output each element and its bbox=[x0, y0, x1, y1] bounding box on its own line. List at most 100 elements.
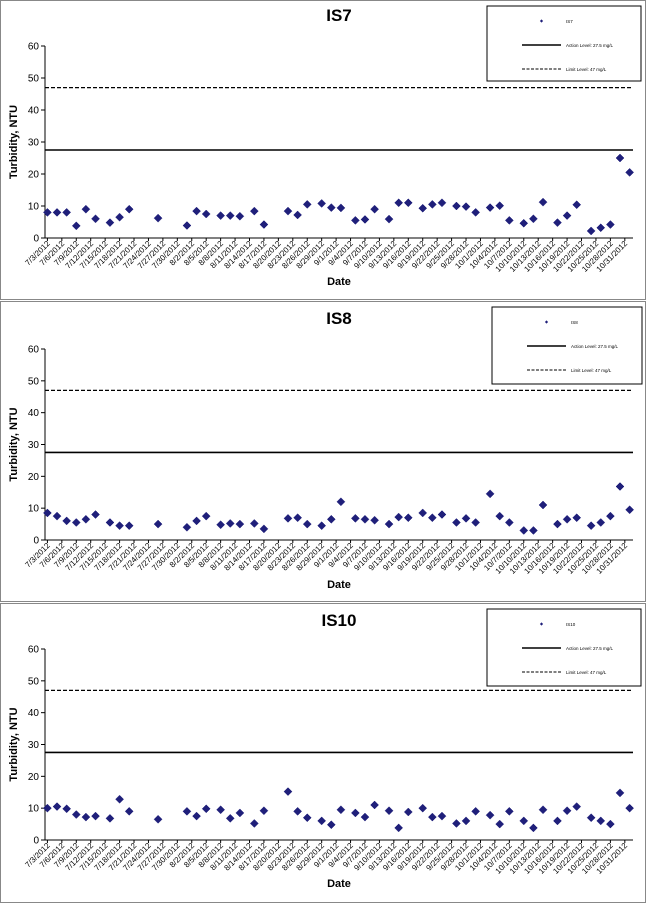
data-point bbox=[461, 202, 471, 211]
y-axis-label: Turbidity, NTU bbox=[8, 707, 20, 781]
data-point bbox=[529, 823, 538, 833]
data-point bbox=[91, 214, 100, 224]
data-point bbox=[562, 514, 572, 524]
data-point bbox=[360, 215, 370, 224]
data-point bbox=[461, 513, 471, 523]
data-point bbox=[293, 513, 302, 523]
y-tick-label: 50 bbox=[28, 676, 40, 687]
data-point bbox=[225, 813, 235, 823]
data-point bbox=[351, 513, 360, 523]
data-point bbox=[201, 209, 211, 219]
data-point bbox=[572, 802, 582, 811]
data-point bbox=[625, 168, 634, 177]
data-point bbox=[394, 823, 404, 833]
data-point bbox=[452, 518, 461, 527]
legend-entry-label: Limit Level: 47 mg/L bbox=[571, 368, 612, 373]
data-point bbox=[418, 203, 428, 213]
y-tick-label: 40 bbox=[28, 408, 40, 419]
data-point bbox=[336, 203, 346, 213]
legend-entry-label: Action Level: 27.5 mg/L bbox=[566, 646, 614, 651]
data-point bbox=[317, 521, 327, 531]
data-point bbox=[586, 226, 596, 236]
data-point bbox=[572, 513, 582, 523]
data-point bbox=[293, 210, 302, 220]
legend-series-marker bbox=[539, 19, 544, 23]
data-point bbox=[538, 197, 548, 207]
data-point bbox=[91, 510, 100, 519]
data-point bbox=[105, 813, 115, 823]
data-point bbox=[153, 213, 163, 223]
x-axis-label: Date bbox=[327, 276, 351, 288]
data-point bbox=[529, 526, 538, 535]
data-point bbox=[553, 218, 562, 227]
y-tick-label: 0 bbox=[33, 536, 39, 547]
data-point bbox=[182, 522, 192, 532]
data-point bbox=[485, 489, 495, 499]
y-tick-label: 50 bbox=[28, 74, 40, 85]
data-point bbox=[384, 806, 394, 816]
data-point bbox=[124, 806, 134, 816]
legend-entry-label: IS7 bbox=[566, 19, 573, 24]
data-point bbox=[43, 803, 52, 813]
y-axis-label: Turbidity, NTU bbox=[8, 105, 20, 179]
data-point bbox=[504, 518, 514, 527]
legend-entry-label: Action Level: 27.5 mg/L bbox=[566, 43, 614, 48]
data-point bbox=[427, 513, 437, 523]
data-point bbox=[394, 512, 404, 522]
chart-title: IS10 bbox=[322, 611, 357, 630]
legend-entry-label: Action Level: 27.5 mg/L bbox=[571, 344, 619, 349]
data-point bbox=[81, 204, 91, 214]
data-point bbox=[504, 216, 514, 225]
y-tick-label: 10 bbox=[28, 504, 40, 515]
data-point bbox=[504, 806, 514, 816]
legend-entry-label: Limit Level: 47 mg/L bbox=[566, 67, 607, 72]
data-point bbox=[153, 519, 163, 529]
legend-box bbox=[491, 306, 643, 385]
legend-box bbox=[486, 5, 642, 82]
y-tick-label: 20 bbox=[28, 472, 40, 483]
y-tick-label: 40 bbox=[28, 708, 40, 719]
data-point bbox=[437, 510, 447, 519]
data-point bbox=[538, 500, 548, 510]
data-point bbox=[615, 153, 625, 163]
data-point bbox=[216, 520, 225, 530]
data-point bbox=[452, 201, 461, 211]
y-tick-label: 10 bbox=[28, 202, 40, 213]
data-point bbox=[71, 810, 81, 819]
data-point bbox=[326, 820, 336, 830]
data-point bbox=[384, 214, 394, 224]
data-point bbox=[124, 204, 134, 214]
x-axis-label: Date bbox=[327, 579, 351, 591]
data-point bbox=[302, 813, 312, 823]
data-point bbox=[105, 218, 115, 227]
data-point bbox=[235, 808, 245, 818]
chart-panel-is8: IS8 0 10 20 30 40 50 60 7/3/2012 7/6/2012 7/9/2012… bbox=[0, 301, 646, 602]
data-point bbox=[259, 806, 269, 816]
chart-svg-is8: IS801020304050607/3/20127/6/20127/9/2012… bbox=[8, 306, 643, 591]
data-point bbox=[360, 812, 370, 822]
data-point bbox=[596, 518, 606, 527]
data-point bbox=[553, 816, 562, 826]
data-point bbox=[192, 206, 201, 216]
data-point bbox=[596, 816, 606, 826]
data-point bbox=[259, 220, 269, 229]
data-point bbox=[317, 199, 327, 208]
data-point bbox=[302, 200, 312, 209]
data-point bbox=[606, 220, 615, 229]
data-point bbox=[201, 804, 211, 814]
data-point bbox=[586, 813, 596, 823]
data-point bbox=[596, 223, 606, 233]
data-point bbox=[52, 511, 62, 521]
data-point bbox=[606, 819, 615, 829]
data-point bbox=[317, 816, 327, 826]
data-point bbox=[485, 203, 495, 212]
data-point bbox=[519, 526, 529, 535]
data-point bbox=[293, 806, 302, 816]
data-point bbox=[403, 198, 413, 208]
data-point bbox=[418, 508, 428, 518]
data-point bbox=[452, 819, 461, 828]
data-point bbox=[259, 524, 269, 534]
chart-svg-is7: IS701020304050607/3/20127/6/20127/9/2012… bbox=[8, 5, 642, 288]
x-axis-label: Date bbox=[327, 878, 351, 890]
data-point bbox=[495, 819, 505, 829]
